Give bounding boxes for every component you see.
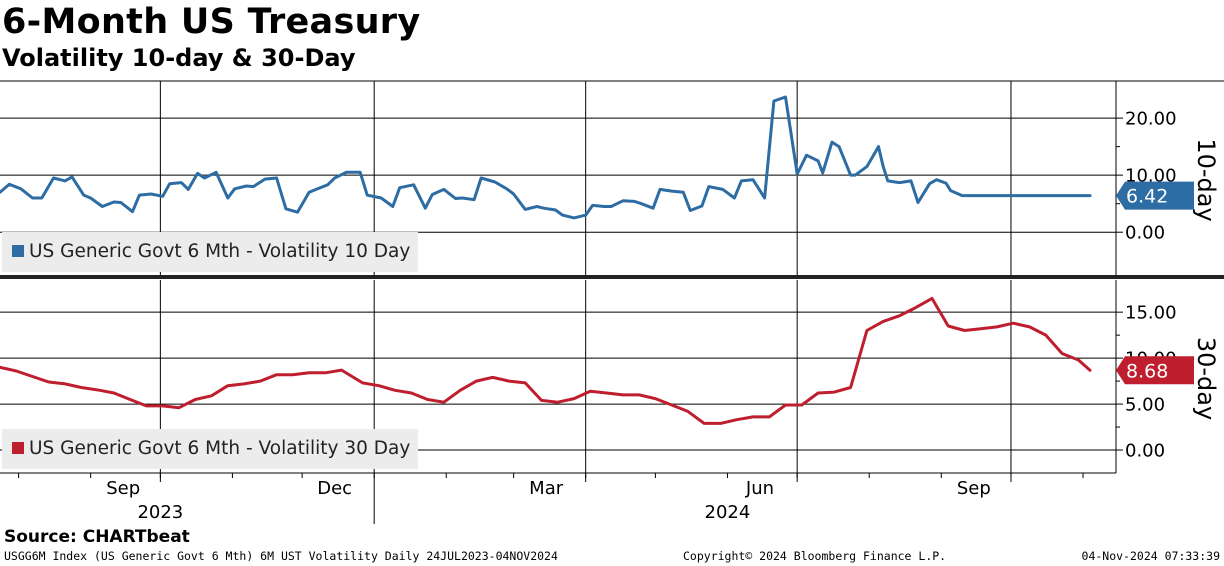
y-axis-title: 10-day bbox=[1192, 138, 1220, 221]
legend-box bbox=[2, 232, 418, 272]
month-label: Sep bbox=[957, 478, 991, 499]
month-label: Mar bbox=[529, 478, 564, 499]
source-note: Source: CHARTbeat bbox=[4, 527, 190, 547]
y-tick-label: 0.00 bbox=[1125, 441, 1165, 462]
month-label: Jun bbox=[745, 478, 774, 499]
axis-layer: Sep Dec Mar Jun Sep 2023 2024 0.00 10.00 20.00 10-… bbox=[18, 109, 1220, 524]
legend-layer: US Generic Govt 6 Mth - Volatility 10 Da… bbox=[2, 232, 418, 469]
legend-label: US Generic Govt 6 Mth - Volatility 30 Da… bbox=[29, 438, 410, 459]
last-value-label: 6.42 bbox=[1126, 186, 1168, 208]
series-line bbox=[0, 95, 1092, 220]
y-tick-label: 0.00 bbox=[1125, 223, 1165, 244]
legend-label: US Generic Govt 6 Mth - Volatility 10 Da… bbox=[29, 241, 410, 262]
footer-timestamp: 04-Nov-2024 07:33:39 bbox=[1081, 549, 1220, 563]
footer-copyright: Copyright© 2024 Bloomberg Finance L.P. bbox=[683, 549, 947, 563]
year-label: 2023 bbox=[137, 502, 183, 523]
month-label: Dec bbox=[317, 478, 352, 499]
y-tick-label: 5.00 bbox=[1125, 395, 1165, 416]
y-tick-label: 10.00 bbox=[1125, 166, 1177, 187]
last-value-badge bbox=[1116, 356, 1194, 385]
y-tick-label: 15.00 bbox=[1125, 303, 1177, 324]
y-tick-label: 20.00 bbox=[1125, 109, 1177, 130]
series-line bbox=[0, 296, 1092, 425]
legend-box bbox=[2, 429, 418, 469]
series-layer bbox=[0, 95, 1092, 425]
chart-subtitle: Volatility 10-day & 30-Day bbox=[2, 44, 356, 72]
chart-title: 6-Month US Treasury bbox=[2, 2, 421, 42]
year-label: 2024 bbox=[705, 502, 751, 523]
y-axis-title: 30-day bbox=[1192, 337, 1220, 420]
legend-swatch bbox=[12, 245, 24, 257]
month-label: Sep bbox=[106, 478, 140, 499]
legend-swatch bbox=[12, 442, 24, 454]
footer-index-info: USGG6M Index (US Generic Govt 6 Mth) 6M … bbox=[4, 549, 558, 563]
last-value-label: 8.68 bbox=[1126, 360, 1168, 382]
last-value-badge bbox=[1116, 181, 1194, 210]
